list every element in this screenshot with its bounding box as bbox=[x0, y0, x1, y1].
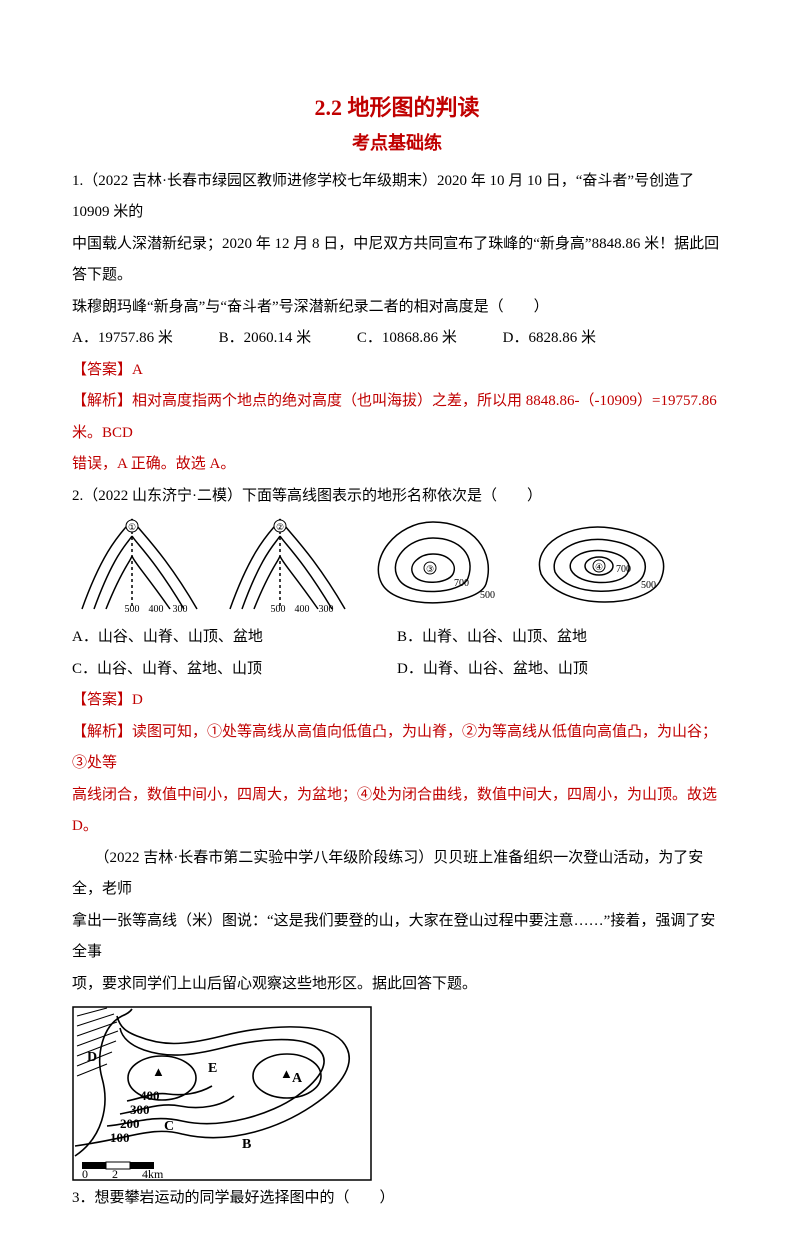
passage-line2: 拿出一张等高线（米）图说：“这是我们要登的山，大家在登山过程中要注意……”接着，… bbox=[72, 906, 722, 969]
q2-fig2-300: 300 bbox=[319, 604, 334, 614]
q1-opt-a: A．19757.86 米 bbox=[72, 323, 173, 355]
q2-exp-line1: 【解析】读图可知，①处等高线从高值向低值凸，为山脊，②为等高线从低值向高值凸，为… bbox=[72, 717, 722, 780]
q2-fig2-valley: ② 500 400 300 bbox=[220, 514, 350, 614]
q2-fig1-ridge: ① 500 400 300 bbox=[72, 514, 202, 614]
q3-label-A: A bbox=[292, 1071, 303, 1086]
q2-fig1-500: 500 bbox=[125, 604, 140, 614]
q3-tri1: ▲ bbox=[152, 1064, 165, 1079]
passage-line1: （2022 吉林·长春市第二实验中学八年级阶段练习）贝贝班上准备组织一次登山活动… bbox=[72, 843, 722, 906]
q3-scale-0: 0 bbox=[82, 1167, 88, 1181]
q2-fig1-400: 400 bbox=[149, 604, 164, 614]
passage-line3: 项，要求同学们上山后留心观察这些地形区。据此回答下题。 bbox=[72, 969, 722, 1001]
q2-fig3-num: ③ bbox=[426, 564, 434, 574]
q2-fig4-peak: ④ 700 500 bbox=[521, 514, 676, 614]
q1-opt-c: C．10868.86 米 bbox=[357, 323, 457, 355]
doc-subtitle: 考点基础练 bbox=[72, 129, 722, 158]
q2-options: A．山谷、山脊、山顶、盆地 C．山谷、山脊、盆地、山顶 B．山脊、山谷、山顶、盆… bbox=[72, 622, 722, 685]
q2-fig4-num: ④ bbox=[595, 562, 603, 572]
q2-opt-a: A．山谷、山脊、山顶、盆地 bbox=[72, 622, 397, 654]
q2-fig4-500: 500 bbox=[641, 580, 656, 591]
q3-tri2: ▲ bbox=[280, 1066, 293, 1081]
doc-title: 2.2 地形图的判读 bbox=[72, 90, 722, 125]
q3-label-E: E bbox=[208, 1061, 217, 1076]
q2-figures: ① 500 400 300 ② 500 400 300 bbox=[72, 514, 722, 614]
q1-line3: 珠穆朗玛峰“新身高”与“奋斗者”号深潜新纪录二者的相对高度是（ ） bbox=[72, 292, 722, 324]
q1-answer: 【答案】A bbox=[72, 355, 722, 387]
q2-fig3-700: 700 bbox=[454, 578, 469, 589]
q2-fig1-num: ① bbox=[128, 522, 136, 532]
q3-n400: 400 bbox=[140, 1088, 160, 1103]
q1-exp-line1: 【解析】相对高度指两个地点的绝对高度（也叫海拔）之差，所以用 8848.86-（… bbox=[72, 386, 722, 449]
q3-scale-4: 4km bbox=[142, 1167, 164, 1181]
q2-fig2-500: 500 bbox=[271, 604, 286, 614]
q3-stem: 3．想要攀岩运动的同学最好选择图中的（ ） bbox=[72, 1183, 722, 1215]
q2-fig3-basin: ③ 700 500 bbox=[368, 514, 503, 614]
q2-fig2-num: ② bbox=[276, 522, 284, 532]
q2-opt-b: B．山脊、山谷、山顶、盆地 bbox=[397, 622, 722, 654]
q2-opt-d: D．山脊、山谷、盆地、山顶 bbox=[397, 654, 722, 686]
q2-fig1-300: 300 bbox=[173, 604, 188, 614]
q3-label-B: B bbox=[242, 1137, 251, 1152]
q3-label-D: D bbox=[87, 1050, 97, 1065]
q3-figure: D E ▲ ▲ A 400 300 200 100 C B 0 2 4km bbox=[72, 1006, 722, 1181]
q3-n300: 300 bbox=[130, 1102, 150, 1117]
q3-label-C: C bbox=[164, 1119, 174, 1134]
q3-n200: 200 bbox=[120, 1116, 140, 1131]
q2-fig2-400: 400 bbox=[295, 604, 310, 614]
q2-answer: 【答案】D bbox=[72, 685, 722, 717]
q2-fig4-700: 700 bbox=[616, 564, 631, 575]
q1-opt-b: B．2060.14 米 bbox=[219, 323, 312, 355]
page: 2.2 地形图的判读 考点基础练 1.（2022 吉林·长春市绿园区教师进修学校… bbox=[0, 0, 794, 1255]
q3-scale-2: 2 bbox=[112, 1167, 118, 1181]
q1-line1: 1.（2022 吉林·长春市绿园区教师进修学校七年级期末）2020 年 10 月… bbox=[72, 166, 722, 229]
q2-opt-c: C．山谷、山脊、盆地、山顶 bbox=[72, 654, 397, 686]
q2-fig3-500: 500 bbox=[480, 590, 495, 601]
q3-n100: 100 bbox=[110, 1130, 130, 1145]
q1-options: A．19757.86 米 B．2060.14 米 C．10868.86 米 D．… bbox=[72, 323, 722, 355]
q1-opt-d: D．6828.86 米 bbox=[503, 323, 596, 355]
q1-exp-line2: 错误，A 正确。故选 A。 bbox=[72, 449, 722, 481]
q1-line2: 中国载人深潜新纪录；2020 年 12 月 8 日，中尼双方共同宣布了珠峰的“新… bbox=[72, 229, 722, 292]
q2-exp-line2: 高线闭合，数值中间小，四周大，为盆地；④处为闭合曲线，数值中间大，四周小，为山顶… bbox=[72, 780, 722, 843]
q2-stem: 2.（2022 山东济宁·二模）下面等高线图表示的地形名称依次是（ ） bbox=[72, 481, 722, 513]
